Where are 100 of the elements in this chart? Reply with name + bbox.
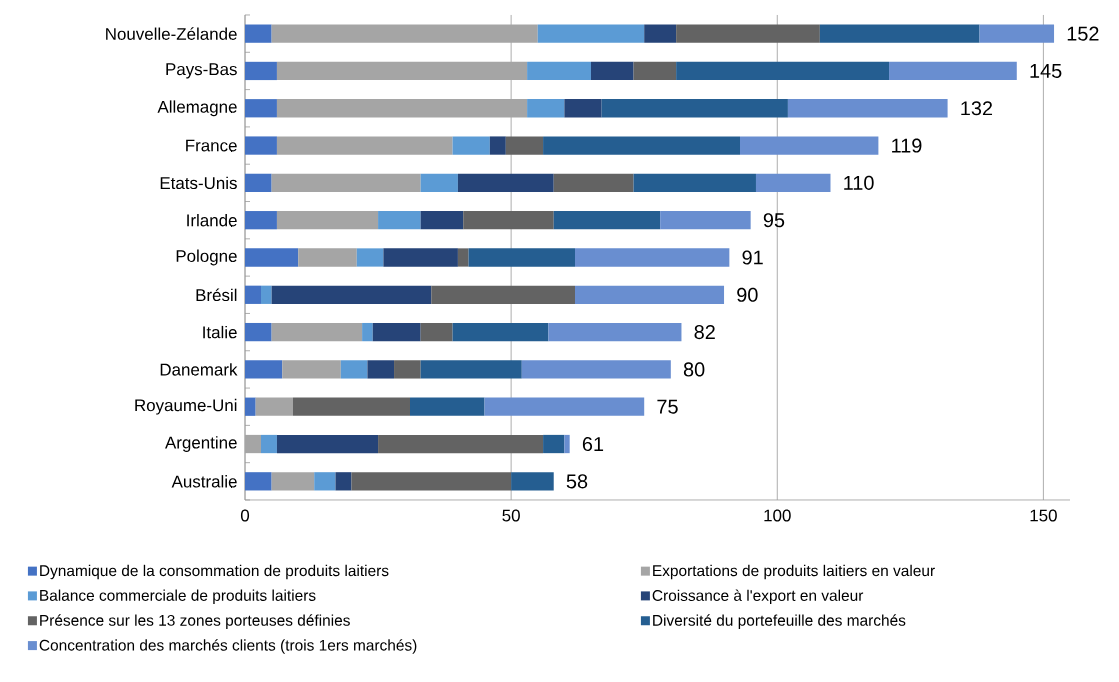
bar bbox=[553, 173, 634, 193]
bar bbox=[543, 136, 741, 155]
bar bbox=[245, 211, 277, 230]
bar bbox=[590, 61, 634, 81]
total-label: 61 bbox=[582, 436, 604, 452]
total-label: 132 bbox=[961, 101, 993, 116]
bar bbox=[633, 173, 756, 193]
bar bbox=[676, 61, 890, 81]
bar bbox=[527, 99, 565, 118]
bar bbox=[457, 248, 469, 267]
y-tick-label: Irlande bbox=[187, 213, 237, 227]
bar bbox=[298, 248, 357, 267]
x-tick-label: 50 bbox=[502, 509, 520, 522]
bar bbox=[271, 173, 421, 193]
total-label: 110 bbox=[844, 175, 874, 190]
bar bbox=[564, 434, 570, 454]
x-tick-label: 100 bbox=[764, 509, 791, 522]
bar bbox=[740, 136, 879, 155]
x-tick-label: 0 bbox=[240, 509, 250, 522]
bar bbox=[245, 397, 256, 416]
y-tick-label: Allemagne bbox=[157, 100, 237, 117]
bar bbox=[484, 397, 645, 416]
bar bbox=[564, 99, 602, 118]
total-label: 91 bbox=[742, 250, 763, 265]
total-label: 80 bbox=[683, 362, 705, 377]
bar bbox=[575, 248, 730, 267]
bar bbox=[271, 24, 538, 43]
y-tick-label: Danemark bbox=[160, 363, 238, 376]
bar bbox=[276, 99, 528, 118]
bar bbox=[420, 173, 458, 193]
bar bbox=[420, 211, 464, 230]
bar bbox=[601, 99, 788, 118]
total-label: 82 bbox=[694, 325, 715, 340]
y-tick-label: Italie bbox=[203, 325, 237, 339]
bar bbox=[255, 397, 293, 416]
bar bbox=[420, 360, 522, 379]
legend-label: Balance commerciale de produits laitiers bbox=[40, 589, 316, 604]
legend-label: Dynamique de la consommation de produits laitiers bbox=[40, 564, 389, 580]
bar bbox=[367, 360, 395, 379]
bar bbox=[543, 434, 565, 454]
bar bbox=[378, 434, 544, 454]
bar bbox=[245, 248, 299, 267]
y-tick-label: France bbox=[186, 139, 237, 152]
total-label: 152 bbox=[1067, 26, 1099, 41]
bar bbox=[245, 99, 277, 118]
bar bbox=[420, 322, 453, 342]
bar bbox=[340, 360, 368, 379]
legend-label: Exportations de produits laitiers en valeur bbox=[653, 564, 935, 580]
y-tick-label: Pays-Bas bbox=[166, 63, 237, 79]
legend-label: Diversité du portefeuille des marchés bbox=[653, 614, 906, 629]
total-label: 119 bbox=[892, 138, 922, 153]
bar bbox=[372, 322, 421, 342]
bar bbox=[676, 24, 820, 43]
bar bbox=[276, 211, 379, 230]
bar bbox=[548, 322, 682, 342]
bar bbox=[431, 285, 576, 304]
bar bbox=[521, 360, 671, 379]
bar bbox=[452, 322, 549, 342]
bar bbox=[633, 61, 677, 81]
bar bbox=[271, 322, 363, 342]
bar bbox=[553, 211, 661, 230]
bar bbox=[271, 285, 432, 304]
bar bbox=[245, 24, 272, 43]
bar bbox=[463, 211, 554, 230]
bar bbox=[282, 360, 341, 379]
bar bbox=[292, 397, 411, 416]
bar bbox=[276, 136, 453, 155]
bar bbox=[527, 61, 591, 81]
y-tick-label: Royaume-Uni bbox=[135, 398, 237, 415]
bar bbox=[755, 173, 831, 193]
total-label: 95 bbox=[763, 213, 785, 228]
bar bbox=[335, 472, 352, 491]
bar bbox=[276, 61, 528, 81]
bar bbox=[575, 285, 725, 304]
total-label: 75 bbox=[657, 399, 678, 414]
bar bbox=[245, 285, 261, 304]
bar bbox=[644, 24, 677, 43]
bar bbox=[245, 136, 277, 155]
bar bbox=[394, 360, 421, 379]
bar bbox=[351, 472, 512, 491]
y-tick-label: Brésil bbox=[196, 288, 237, 302]
bar bbox=[457, 173, 554, 193]
bar bbox=[537, 24, 645, 43]
legend-label: Croissance à l'export en valeur bbox=[652, 589, 864, 605]
bar bbox=[356, 248, 384, 267]
y-tick-label: Australie bbox=[171, 475, 237, 488]
total-label: 90 bbox=[737, 287, 758, 302]
bar bbox=[787, 99, 948, 118]
legend-label: Concentration des marchés clients (trois 1ers marchés) bbox=[39, 639, 417, 654]
y-tick-label: Argentine bbox=[165, 436, 237, 452]
bar bbox=[660, 211, 751, 230]
bar bbox=[245, 61, 277, 81]
bar bbox=[511, 472, 554, 491]
bar bbox=[245, 472, 272, 491]
bar bbox=[489, 136, 506, 155]
bar bbox=[979, 24, 1055, 43]
bar bbox=[410, 397, 485, 416]
bar bbox=[276, 434, 379, 454]
bar bbox=[378, 211, 421, 230]
bar bbox=[260, 285, 272, 304]
